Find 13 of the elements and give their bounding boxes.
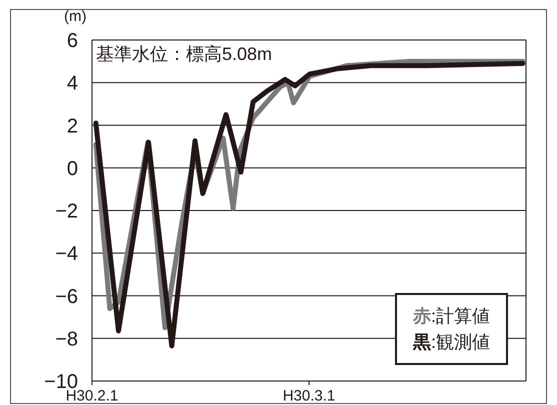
text: 黒:観測値 [412, 332, 490, 352]
y-tick-label: 4 [66, 72, 78, 95]
x-tick-label: H30.3.1 [282, 388, 336, 405]
y-tick-label: −4 [55, 243, 78, 266]
y-tick-label: 0 [66, 158, 78, 180]
y-tick-label: −8 [55, 328, 78, 350]
y-tick-label: −6 [55, 286, 78, 308]
y-tick-label: 6 [66, 30, 78, 52]
y-tick-label: −2 [55, 200, 78, 223]
annotation: 基準水位：標高5.08m [96, 43, 272, 66]
y-axis-title: (m) [64, 8, 86, 25]
y-tick-label: 2 [66, 115, 78, 138]
text: 赤:計算値 [412, 306, 490, 326]
